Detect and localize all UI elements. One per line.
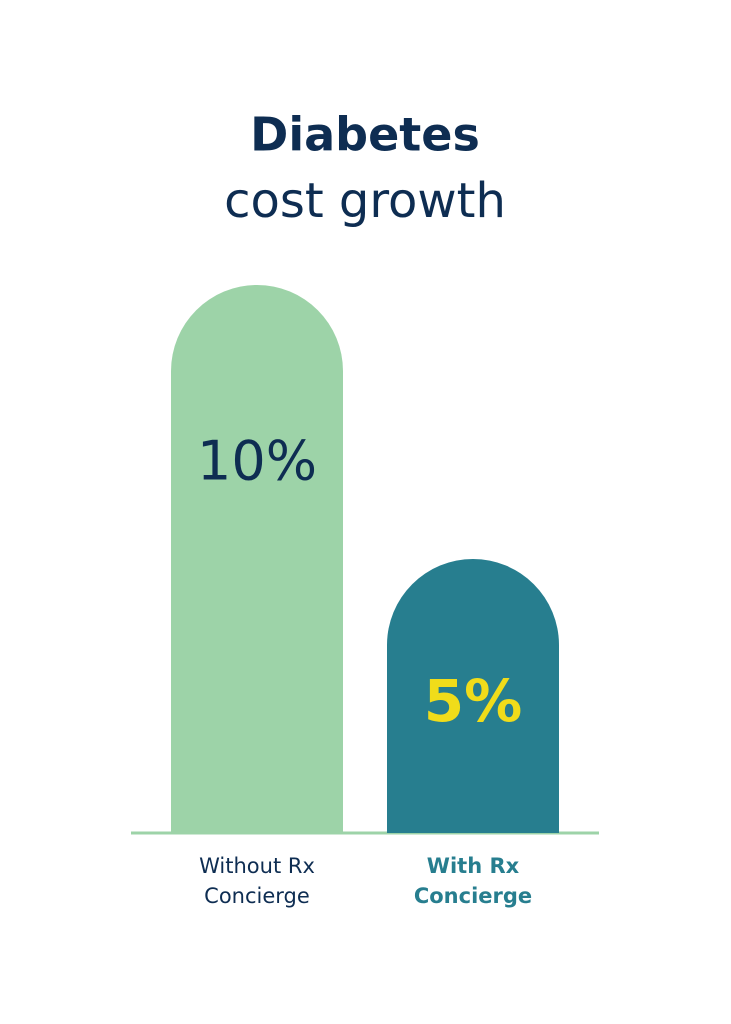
chart-title: Diabetes bbox=[250, 108, 480, 162]
category-label: Without Rx Concierge bbox=[199, 854, 315, 908]
bar bbox=[387, 559, 559, 833]
bar bbox=[171, 285, 343, 833]
category-label: With Rx Concierge bbox=[413, 854, 533, 908]
chart-subtitle: cost growth bbox=[224, 173, 506, 229]
value-label: 5% bbox=[424, 667, 522, 735]
value-label: 10% bbox=[197, 430, 317, 493]
